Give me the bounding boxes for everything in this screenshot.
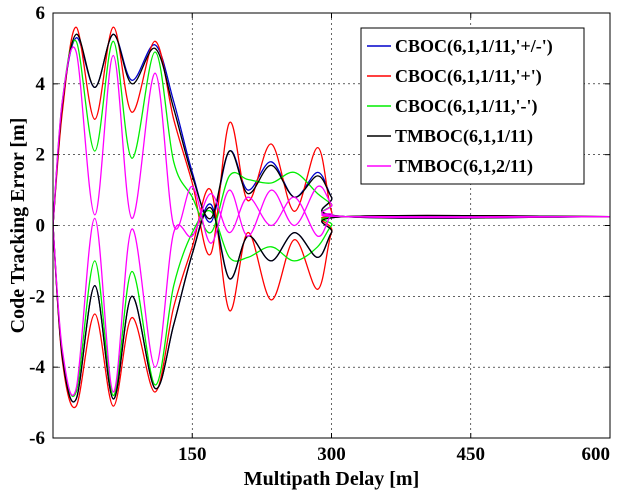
y-axis-title: Code Tracking Error [m] [7,118,29,334]
y-tick-label: -4 [29,357,45,378]
legend-label-1: CBOC(6,1,1/11,'+/-') [395,36,553,57]
series-line-2-upper [53,26,610,256]
tick-labels: 150 300 450 600 -6 -4 -2 0 2 4 6 [29,3,610,465]
x-tick-label: 600 [582,444,611,465]
series-line-2-lower [53,187,610,409]
y-tick-label: 2 [36,145,46,166]
legend-box [360,27,585,185]
series-line-4-lower [53,207,610,403]
y-tick-label: 6 [36,3,46,24]
series-line-5-lower [53,192,610,397]
ticks [53,12,611,439]
y-tick-label: 0 [36,216,46,237]
series-line-5-upper [53,46,610,244]
series-line-4-upper [53,33,610,226]
y-tick-label: -6 [29,428,45,449]
legend-label-5: TMBOC(6,1,2/11) [395,156,533,177]
y-tick-label: 4 [36,74,46,95]
y-tick-label: -2 [29,286,45,307]
x-axis-title: Multipath Delay [m] [244,468,420,490]
series-line-3-upper [53,39,610,234]
legend-label-4: TMBOC(6,1,1/11) [395,126,533,147]
legend-label-3: CBOC(6,1,1/11,'-') [395,96,538,117]
series-layer [53,26,610,409]
x-tick-label: 450 [457,444,486,465]
x-tick-label: 300 [317,444,346,465]
legend: CBOC(6,1,1/11,'+/-') CBOC(6,1,1/11,'+') CB… [360,27,585,185]
legend-label-2: CBOC(6,1,1/11,'+') [395,66,542,87]
x-tick-label: 150 [178,444,207,465]
